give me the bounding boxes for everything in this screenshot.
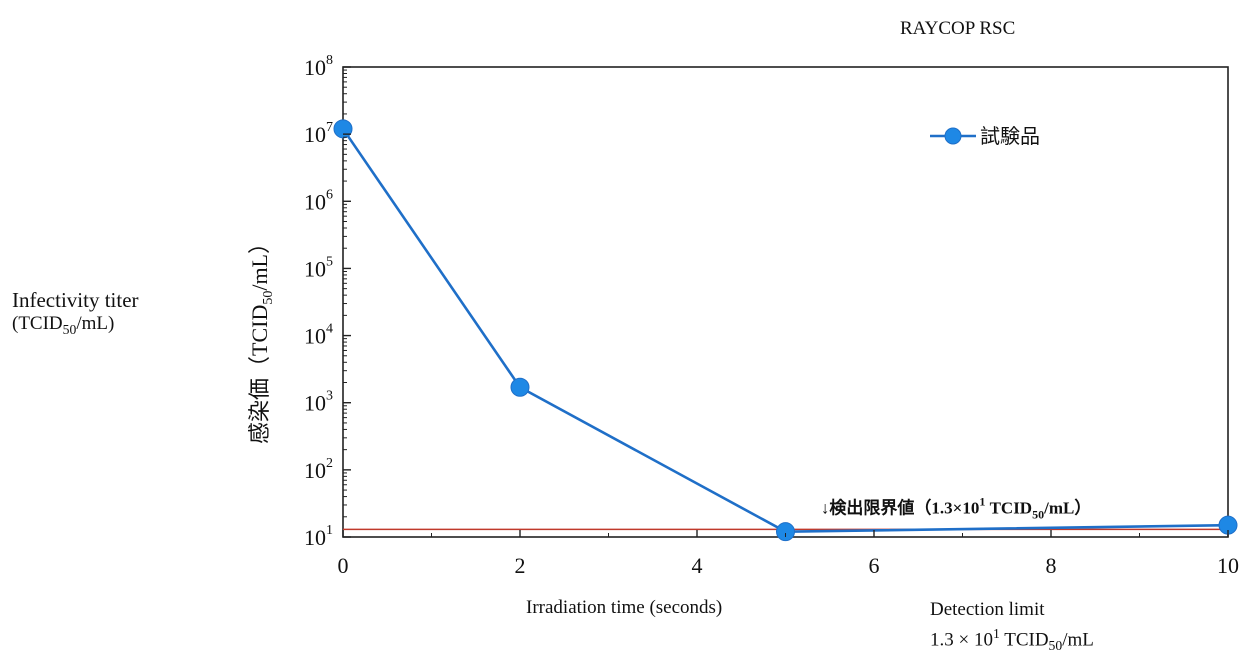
plot-frame — [342, 66, 1229, 538]
x-tick-label: 4 — [692, 553, 703, 578]
x-tick-label: 8 — [1046, 553, 1057, 578]
y-tick-label: 105 — [304, 254, 333, 281]
side-axis-label: Infectivity titer (TCID50/mL) — [12, 288, 139, 342]
product-title: RAYCOP RSC — [900, 18, 1016, 39]
series-line — [341, 128, 1229, 533]
y-tick-label: 102 — [304, 456, 333, 483]
x-axis-caption: Irradiation time (seconds) — [526, 597, 723, 618]
legend-marker — [944, 127, 962, 145]
data-point — [776, 522, 795, 542]
x-tick-label: 0 — [338, 553, 349, 578]
y-axis-label: 感染価（TCID50/mL） — [247, 232, 276, 444]
y-tick-label: 106 — [304, 187, 333, 214]
x-tick-label: 6 — [869, 553, 880, 578]
data-point — [333, 119, 353, 139]
detection-limit-label: ↓検出限界値（1.3×101 TCID50/mL） — [821, 494, 1091, 521]
side-axis-label-unit: (TCID50/mL) — [12, 313, 115, 337]
y-tick-label: 103 — [304, 389, 333, 416]
detection-limit-caption-title: Detection limit — [930, 599, 1045, 620]
x-tick-label: 10 — [1217, 553, 1239, 578]
y-tick-label: 101 — [304, 523, 333, 550]
data-point — [510, 377, 530, 397]
detection-limit-caption-value: 1.3 × 101 TCID50/mL — [930, 626, 1094, 654]
side-axis-label-text: Infectivity titer — [12, 288, 139, 312]
y-tick-label: 107 — [304, 120, 333, 147]
detection-limit-caption: Detection limit 1.3 × 101 TCID50/mL — [930, 598, 1094, 658]
legend-label: 試験品 — [980, 125, 1040, 148]
y-tick-label: 108 — [304, 53, 333, 80]
y-tick-label: 104 — [304, 322, 333, 349]
x-tick-label: 2 — [515, 553, 526, 578]
